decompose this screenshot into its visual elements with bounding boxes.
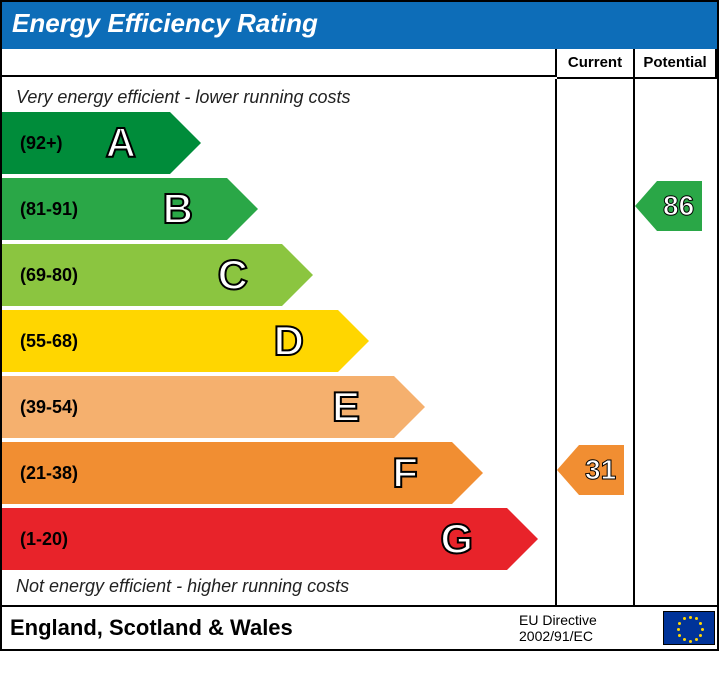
header-potential: Potential — [635, 49, 717, 79]
band-bar: (92+) A — [2, 112, 170, 174]
band-bar: (55-68) D — [2, 310, 338, 372]
epc-chart: Energy Efficiency Rating Current Potenti… — [0, 0, 719, 651]
band-bar: (81-91) B — [2, 178, 227, 240]
band-range: (1-20) — [2, 529, 68, 550]
band-letter: A — [106, 119, 136, 167]
caption-top: Very energy efficient - lower running co… — [2, 85, 555, 112]
band-letter: D — [274, 317, 304, 365]
band-a: (92+) A — [2, 112, 555, 174]
caption-bottom: Not energy efficient - higher running co… — [2, 574, 555, 601]
band-c: (69-80) C — [2, 244, 555, 306]
current-value: 31 — [579, 445, 624, 495]
potential-arrow: 86 — [635, 181, 702, 231]
header-current: Current — [557, 49, 635, 79]
current-column: 31 — [557, 79, 635, 605]
footer: England, Scotland & Wales EU Directive 2… — [2, 605, 717, 649]
band-f: (21-38) F — [2, 442, 555, 504]
band-range: (69-80) — [2, 265, 78, 286]
band-b: (81-91) B — [2, 178, 555, 240]
band-letter: B — [163, 185, 193, 233]
band-bar: (1-20) G — [2, 508, 507, 570]
footer-directive: EU Directive 2002/91/EC — [519, 612, 659, 644]
potential-column: 86 — [635, 79, 717, 605]
band-e: (39-54) E — [2, 376, 555, 438]
header-blank — [2, 49, 557, 77]
potential-value: 86 — [657, 181, 702, 231]
band-bar: (39-54) E — [2, 376, 394, 438]
band-range: (21-38) — [2, 463, 78, 484]
band-bar: (69-80) C — [2, 244, 282, 306]
band-letter: E — [332, 383, 360, 431]
eu-flag-icon — [663, 611, 715, 645]
footer-region: England, Scotland & Wales — [2, 607, 519, 649]
band-letter: F — [392, 449, 418, 497]
band-g: (1-20) G — [2, 508, 555, 570]
current-arrow: 31 — [557, 445, 624, 495]
band-d: (55-68) D — [2, 310, 555, 372]
title-bar: Energy Efficiency Rating — [2, 2, 717, 49]
band-range: (92+) — [2, 133, 63, 154]
band-bar: (21-38) F — [2, 442, 452, 504]
chart-grid: Current Potential Very energy efficient … — [2, 49, 717, 605]
band-letter: G — [440, 515, 473, 563]
band-range: (81-91) — [2, 199, 78, 220]
band-range: (39-54) — [2, 397, 78, 418]
directive-line1: EU Directive — [519, 612, 597, 628]
directive-line2: 2002/91/EC — [519, 628, 593, 644]
band-letter: C — [218, 251, 248, 299]
band-range: (55-68) — [2, 331, 78, 352]
bands-area: Very energy efficient - lower running co… — [2, 79, 557, 605]
